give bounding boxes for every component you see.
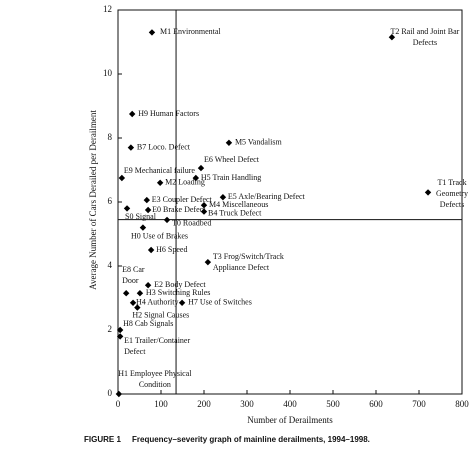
caption: Frequency–severity graph of mainline der… (132, 435, 370, 444)
point-label: E9 Mechanical failure (124, 166, 196, 175)
x-tick-label: 300 (240, 399, 254, 409)
point-label: H8 Cab Signals (123, 319, 173, 328)
point-label: Door (122, 276, 139, 285)
point (136, 290, 144, 297)
point-label: B7 Loco. Defect (137, 142, 191, 151)
point-label: E1 Trailer/Container (124, 336, 190, 345)
point (156, 179, 164, 186)
point-label: H6 Speed (156, 245, 187, 254)
x-tick-label: 800 (455, 399, 469, 409)
point-label: Defects (413, 38, 437, 47)
point-label: Defect (124, 347, 146, 356)
point-label: T3 Frog/Switch/Track (213, 252, 284, 261)
point (128, 110, 136, 118)
x-tick-label: 200 (197, 399, 211, 409)
point-label: E3 Coupler Defect (152, 195, 213, 204)
point (116, 326, 124, 334)
point-label: T2 Rail and Joint Bar (390, 27, 459, 36)
x-tick-label: 700 (412, 399, 426, 409)
point (122, 290, 130, 297)
point (200, 208, 208, 215)
point-label: Defects (440, 200, 464, 209)
y-axis-title: Average Number of Cars Derailed per Dera… (88, 110, 98, 290)
point-label: M2 Loading (165, 178, 205, 187)
point (148, 29, 156, 36)
y-tick-label: 12 (103, 4, 112, 14)
point (197, 164, 205, 172)
point (200, 202, 208, 209)
point-label: M1 Environmental (160, 27, 221, 36)
point (123, 205, 131, 212)
point (139, 224, 147, 231)
point-label: M5 Vandalism (235, 138, 283, 147)
point-label: H0 Use of Brakes (131, 231, 188, 240)
point-label: H2 Signal Causes (132, 310, 189, 319)
point (204, 258, 212, 266)
point-label: E8 Car (122, 265, 145, 274)
x-axis-title: Number of Derailments (247, 415, 333, 425)
y-tick-label: 6 (108, 196, 113, 206)
point (115, 390, 123, 398)
point (129, 299, 137, 306)
point (143, 196, 151, 204)
point-label: E0 Brake Defect (152, 205, 206, 214)
point (424, 189, 432, 196)
point-label: Geometry (436, 189, 468, 198)
point-label: E6 Wheel Defect (204, 155, 260, 164)
x-tick-label: 500 (326, 399, 340, 409)
point (127, 144, 135, 151)
point-label: Appliance Defect (213, 263, 270, 272)
x-tick-label: 0 (116, 399, 121, 409)
y-tick-label: 0 (108, 388, 113, 398)
point-label: H7 Use of Switches (188, 298, 252, 307)
point (388, 34, 396, 41)
point-label: H4 Authority (136, 298, 178, 307)
point (144, 282, 152, 289)
point-label: E5 Axle/Bearing Defect (228, 192, 306, 201)
point (134, 304, 141, 311)
point-label: M4 Miscellaneous (209, 200, 268, 209)
point (192, 174, 200, 182)
point (219, 194, 227, 201)
point (144, 206, 152, 214)
point (178, 299, 186, 306)
point-label: H3 Switching Rules (146, 288, 210, 297)
y-tick-label: 2 (108, 324, 113, 334)
x-tick-label: 100 (154, 399, 168, 409)
point (116, 333, 124, 340)
point-label: E2 Body Defect (154, 280, 206, 289)
point (147, 246, 155, 254)
caption-number: FIGURE 1 (84, 435, 121, 444)
point-label: H5 Train Handling (201, 173, 261, 182)
x-tick-label: 600 (369, 399, 383, 409)
x-tick-label: 400 (283, 399, 297, 409)
point-label: T0 Roadbed (172, 219, 211, 228)
point (118, 174, 126, 182)
point (225, 139, 233, 146)
point (163, 216, 171, 224)
point-label: T1 Track (437, 178, 466, 187)
point-label: Condition (139, 380, 171, 389)
y-tick-label: 8 (108, 132, 113, 142)
point-label: H9 Human Factors (138, 109, 199, 118)
y-tick-label: 10 (103, 68, 113, 78)
point-label: S0 Signal (125, 212, 157, 221)
point-label: B4 Truck Defect (208, 208, 262, 217)
y-tick-label: 4 (108, 260, 113, 270)
point-label: H1 Employee Physical (118, 369, 192, 378)
